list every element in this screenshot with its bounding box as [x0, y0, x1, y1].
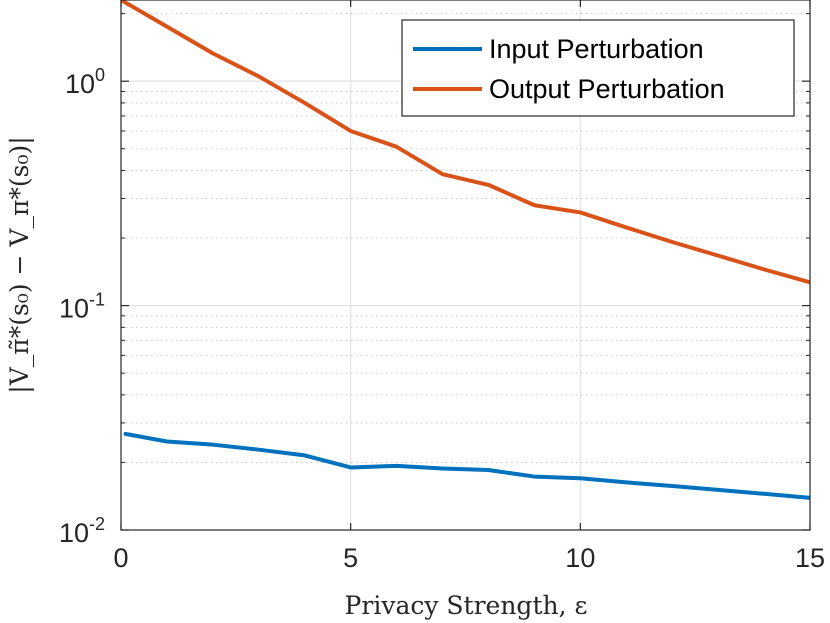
x-tick-label: 15 [795, 543, 825, 573]
x-axis-label: Privacy Strength, ε [345, 591, 588, 620]
legend-box [401, 19, 795, 117]
series-line-input-perturbation [123, 431, 810, 500]
x-tick-label: 5 [343, 543, 358, 573]
x-tick-labels: 0 5 10 15 [113, 543, 825, 573]
legend-label-input-perturbation: Input Perturbation [489, 34, 704, 64]
x-tick-label: 0 [113, 543, 128, 573]
axis-ticks [120, 0, 811, 531]
plot-frame [120, 0, 811, 531]
series-lines [121, 0, 810, 500]
legend: Input Perturbation Output Perturbation [401, 19, 795, 117]
y-tick-labels: 10-2 10-1 100 [59, 65, 105, 548]
x-tick-label: 10 [565, 543, 595, 573]
y-tick-label: 10-2 [59, 514, 105, 548]
legend-label-output-perturbation: Output Perturbation [489, 74, 725, 104]
series-line-output-perturbation [121, 0, 810, 285]
y-axis-label: |V_π̃*(s₀) − V_π*(s₀)| [5, 136, 35, 393]
y-tick-label: 10-1 [59, 290, 105, 324]
y-tick-label: 100 [65, 65, 105, 99]
